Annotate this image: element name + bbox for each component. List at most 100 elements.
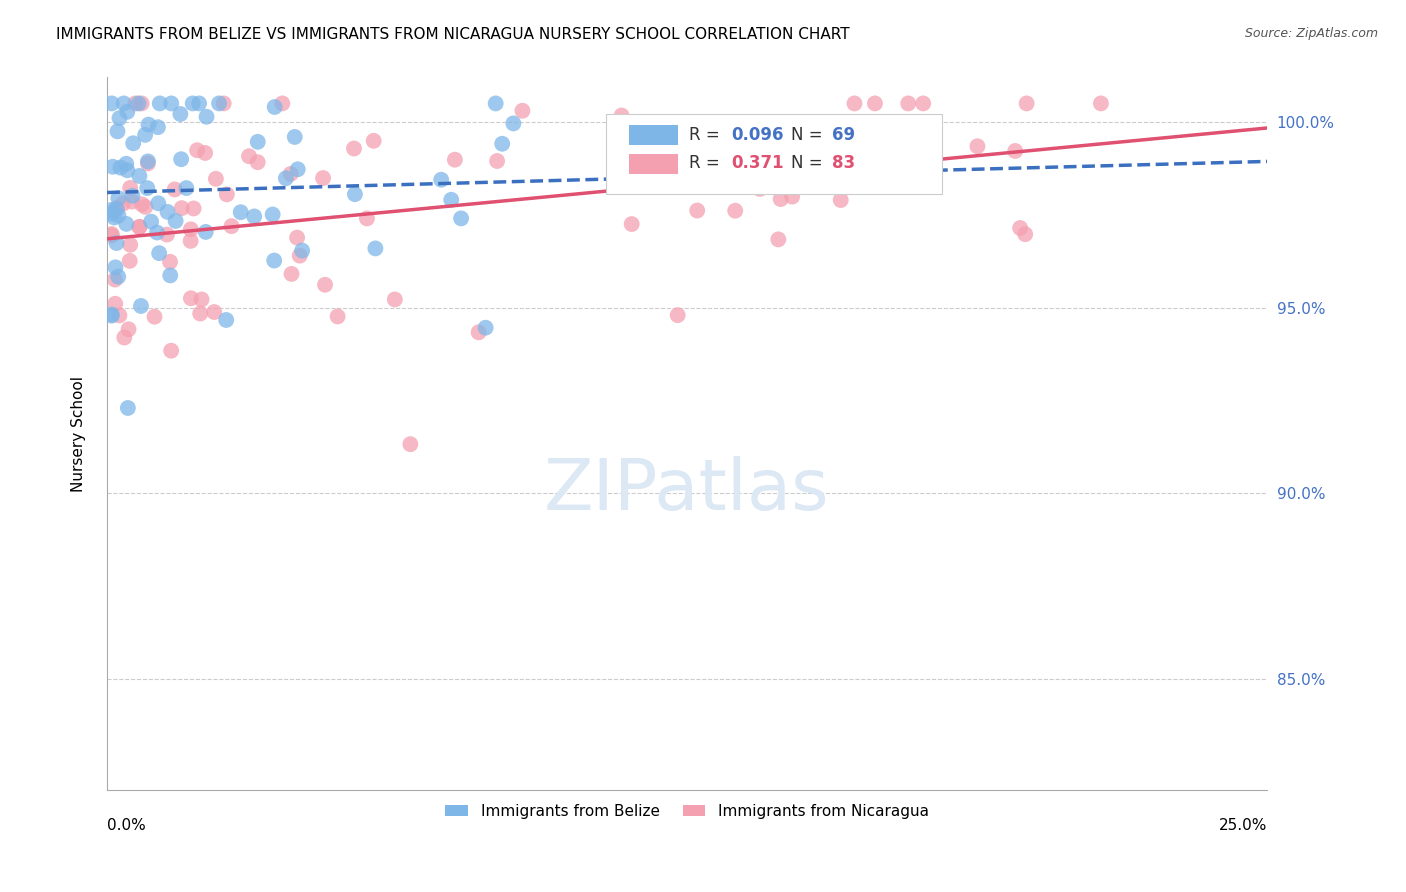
Point xyxy=(170,152,193,166)
Point xyxy=(748,182,770,196)
Point xyxy=(695,120,717,135)
Point xyxy=(138,118,160,132)
Point xyxy=(839,137,862,152)
Point xyxy=(221,219,243,234)
Point xyxy=(474,320,496,334)
Point xyxy=(136,181,159,195)
Point xyxy=(100,202,122,217)
Point xyxy=(165,214,187,228)
Point xyxy=(312,171,335,186)
Point xyxy=(118,253,141,268)
Point xyxy=(128,219,150,234)
Point xyxy=(190,293,212,307)
Point xyxy=(136,154,159,169)
Text: 83: 83 xyxy=(832,154,855,172)
Point xyxy=(170,201,193,215)
Text: 0.0%: 0.0% xyxy=(107,819,146,833)
Point xyxy=(666,308,689,322)
Point xyxy=(246,155,269,169)
Point xyxy=(131,96,153,111)
Point xyxy=(104,297,127,311)
Point xyxy=(180,291,202,305)
Text: N =: N = xyxy=(792,126,828,145)
Point xyxy=(156,227,179,242)
Point xyxy=(274,171,297,186)
Point xyxy=(284,130,307,145)
Point xyxy=(122,136,145,151)
Point xyxy=(610,108,633,122)
Point xyxy=(108,309,131,323)
Point xyxy=(120,237,142,252)
Point xyxy=(121,189,143,203)
Point xyxy=(112,196,135,211)
FancyBboxPatch shape xyxy=(628,125,678,145)
Point xyxy=(194,225,217,239)
Point xyxy=(966,139,988,153)
Point xyxy=(208,96,231,111)
Point xyxy=(769,192,792,206)
Point xyxy=(100,228,122,243)
Point xyxy=(128,169,150,183)
Point xyxy=(134,128,156,142)
Text: 0.371: 0.371 xyxy=(731,154,783,172)
Point xyxy=(115,217,138,231)
Point xyxy=(186,143,208,157)
Point xyxy=(1090,96,1112,111)
Text: ZIPatlas: ZIPatlas xyxy=(544,456,830,525)
Point xyxy=(180,222,202,236)
Point xyxy=(139,214,162,228)
Point xyxy=(363,134,385,148)
Point xyxy=(912,96,935,111)
Point xyxy=(104,260,127,275)
Point xyxy=(159,255,181,269)
Point xyxy=(131,197,153,211)
Point xyxy=(176,181,198,195)
Point xyxy=(101,160,124,174)
Point xyxy=(1015,96,1038,111)
Point xyxy=(863,96,886,111)
Point xyxy=(159,268,181,283)
Point xyxy=(128,219,150,234)
Text: N =: N = xyxy=(792,154,828,172)
Point xyxy=(291,244,314,258)
Point xyxy=(724,203,747,218)
Point xyxy=(485,96,508,111)
Point xyxy=(280,167,302,181)
Point xyxy=(287,162,309,177)
Point xyxy=(103,211,125,225)
Point xyxy=(263,253,285,268)
Point xyxy=(100,309,122,323)
Point xyxy=(215,313,238,327)
Point xyxy=(107,124,129,138)
Point xyxy=(1010,221,1032,235)
Point xyxy=(100,96,122,111)
Point xyxy=(364,241,387,255)
Point xyxy=(202,305,225,319)
Point xyxy=(326,310,349,324)
Point xyxy=(502,116,524,130)
Point xyxy=(246,135,269,149)
Text: Source: ZipAtlas.com: Source: ZipAtlas.com xyxy=(1244,27,1378,40)
Point xyxy=(686,203,709,218)
Point xyxy=(149,96,172,111)
Point xyxy=(314,277,336,292)
Point xyxy=(163,182,186,196)
Point xyxy=(100,206,122,220)
Point xyxy=(148,246,170,260)
Point xyxy=(146,120,169,135)
Point xyxy=(775,178,797,192)
Point xyxy=(440,193,463,207)
Text: 69: 69 xyxy=(832,126,855,145)
Point xyxy=(486,153,509,168)
Point xyxy=(830,193,852,207)
Point xyxy=(105,235,128,250)
Point xyxy=(107,269,129,284)
Point xyxy=(195,110,218,124)
Point xyxy=(215,187,238,202)
Point xyxy=(121,194,143,209)
Point xyxy=(183,202,205,216)
Point xyxy=(1004,144,1026,158)
Point xyxy=(124,96,146,111)
Point xyxy=(271,96,294,111)
Point xyxy=(280,267,302,281)
